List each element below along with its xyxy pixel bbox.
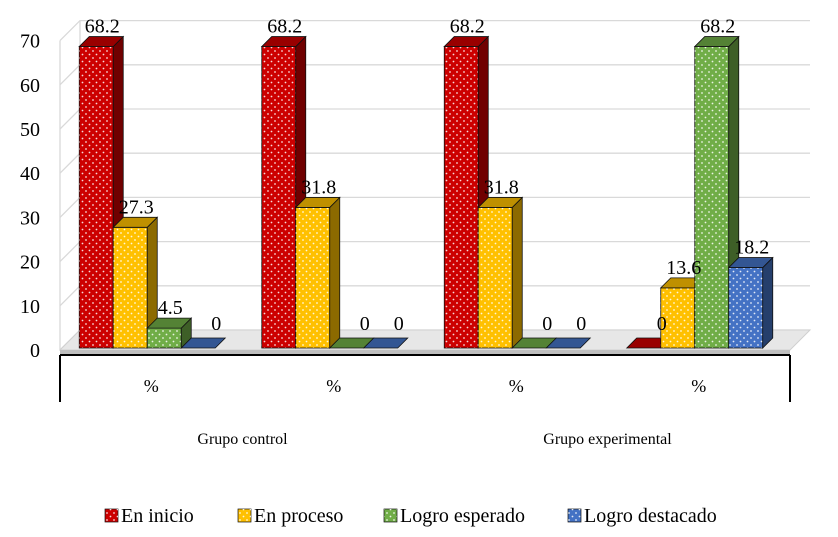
bar (693, 35, 740, 349)
legend-label: En proceso (254, 505, 343, 527)
category-label: % (144, 376, 159, 396)
bar-pattern (694, 46, 729, 348)
bar-pattern (478, 207, 513, 348)
legend-swatch-pattern (238, 509, 251, 522)
data-label: 68.2 (267, 16, 302, 38)
axis-frame (59, 355, 791, 402)
category-label: % (509, 376, 524, 396)
data-label: 0 (657, 313, 667, 335)
bar-top (112, 216, 159, 228)
bar (362, 337, 409, 349)
bar (477, 196, 524, 349)
bar-side (329, 196, 341, 349)
bar-top (78, 36, 125, 47)
data-label: 31.8 (301, 176, 336, 198)
bar (294, 196, 341, 349)
bar-pattern (444, 46, 479, 348)
legend-swatch-pattern (384, 509, 397, 522)
data-label: 68.2 (700, 16, 735, 38)
bar-pattern (79, 46, 114, 348)
bar-pattern (660, 287, 695, 348)
group-label: Grupo control (197, 431, 288, 448)
bar-pattern (261, 46, 296, 348)
legend-item: En inicio (104, 505, 194, 527)
legend-label: Logro destacado (584, 505, 717, 527)
bar-top (294, 197, 341, 208)
bar (180, 337, 227, 349)
data-label: 0 (576, 313, 586, 335)
bar-top (180, 337, 227, 349)
floor-front (60, 350, 790, 355)
category-label: % (326, 376, 341, 396)
bar (112, 216, 159, 349)
legend-item: En proceso (237, 505, 343, 527)
category-label: % (691, 376, 706, 396)
y-tick-label: 40 (20, 163, 40, 185)
bar-pattern (113, 227, 148, 348)
bar-pattern (147, 328, 182, 348)
data-label: 27.3 (119, 196, 154, 218)
y-tick-label: 10 (20, 296, 40, 318)
bar-top (362, 337, 409, 349)
bar-top (477, 197, 524, 208)
legend-label: En inicio (121, 505, 194, 527)
bar-top (545, 337, 592, 349)
chart-floor (58, 329, 812, 355)
gridline (59, 19, 810, 42)
bar-side (762, 256, 774, 349)
legend-label: Logro esperado (400, 505, 525, 527)
data-label: 31.8 (484, 176, 519, 198)
legend: En inicio En proceso Logro esperado Logro d… (104, 505, 717, 527)
legend-swatch-pattern (105, 509, 118, 522)
data-label: 0 (360, 313, 370, 335)
y-tick-label: 50 (20, 119, 40, 141)
bar-pattern (728, 267, 763, 348)
category-axis: %%% % Grupo control Grupo experimental (59, 354, 791, 448)
bar (146, 317, 193, 349)
group-label: Grupo experimental (543, 431, 672, 448)
y-tick-label: 20 (20, 252, 40, 274)
bar (727, 256, 774, 349)
y-axis-ticks: 0 10 20 30 40 50 60 70 (20, 31, 40, 362)
y-tick-label: 30 (20, 207, 40, 229)
bar (545, 337, 592, 349)
bar (260, 35, 307, 349)
bar-top (693, 36, 740, 47)
data-label: 0 (394, 313, 404, 335)
bar-top (260, 36, 307, 47)
bar-top (727, 257, 774, 268)
data-labels: 68.2 27.3 4.5 0 68.2 31.8 0 0 68.2 31.8 0 0 0 13.6 68.… (85, 16, 770, 335)
bars (78, 35, 774, 349)
legend-swatch-pattern (568, 509, 581, 522)
bar-side (511, 196, 523, 349)
bar-top (443, 36, 490, 47)
data-label: 0 (211, 313, 221, 335)
legend-item: Logro esperado (383, 505, 525, 527)
data-label: 0 (542, 313, 552, 335)
data-label: 68.2 (85, 16, 120, 38)
y-tick-label: 60 (20, 75, 40, 97)
y-tick-label: 70 (20, 31, 40, 53)
data-label: 13.6 (666, 257, 701, 279)
data-label: 18.2 (734, 237, 769, 259)
bar-pattern (295, 207, 330, 348)
data-label: 68.2 (450, 16, 485, 38)
data-label: 4.5 (158, 297, 183, 319)
y-tick-label: 0 (30, 340, 40, 362)
legend-item: Logro destacado (567, 505, 717, 527)
bar-top (146, 317, 193, 329)
